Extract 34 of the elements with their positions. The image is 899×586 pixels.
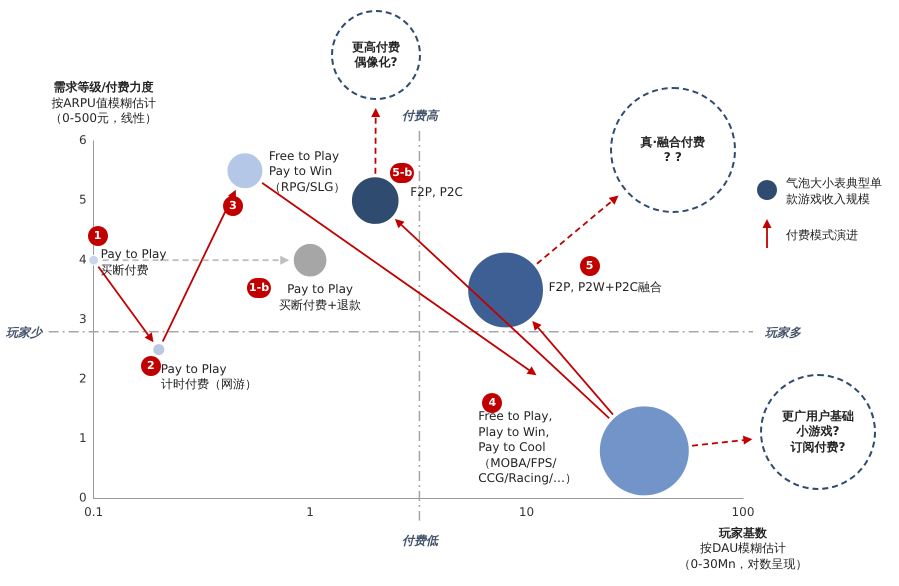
annotation: Pay to Play 买断付费+退款 bbox=[279, 282, 362, 314]
x-axis-title: 玩家基数按DAU模糊估计（0-30Mn，对数呈现） bbox=[678, 526, 808, 572]
y-tick-label: 6 bbox=[78, 133, 87, 148]
y-tick-label: 4 bbox=[78, 252, 87, 266]
text: 气泡大小表典型单款游戏收入规模 bbox=[786, 176, 882, 208]
text: 玩家少 bbox=[6, 324, 42, 342]
text: 付费高 bbox=[402, 108, 438, 124]
text: 付费低 bbox=[402, 532, 438, 550]
y-tick-label: 0 bbox=[78, 490, 87, 505]
text: 付费模式演进 bbox=[786, 228, 858, 244]
annotation: F2P, P2C bbox=[410, 184, 463, 200]
text: 更高付费偶像化? bbox=[352, 40, 400, 71]
y-tick-label: 5 bbox=[78, 192, 87, 207]
annotation: 5 bbox=[580, 256, 600, 276]
annotation: 2 bbox=[140, 356, 161, 376]
annotation: F2P, P2W+P2C融合 bbox=[548, 280, 662, 296]
y-tick-label: 2 bbox=[78, 372, 87, 386]
annotation: 3 bbox=[222, 196, 243, 216]
annotation: 5-b bbox=[390, 162, 414, 183]
y-tick-label: 1 bbox=[78, 431, 87, 446]
annotation: Free to Play Pay to Win （RPG/SLG） bbox=[268, 148, 346, 196]
annotation: Pay to Play 计时付费（网游） bbox=[160, 362, 257, 393]
annotation: 真·融合付费? ? bbox=[640, 134, 706, 166]
annotation: 1-b bbox=[247, 278, 272, 298]
text: 更广用户基础小游戏?订阅付费? bbox=[782, 408, 854, 456]
x-tick-label: 1 bbox=[306, 504, 314, 519]
x-tick-label: 100 bbox=[732, 504, 754, 519]
y-tick-label: 3 bbox=[78, 312, 87, 326]
text: 玩家多 bbox=[765, 324, 801, 342]
y-axis-title: 需求等级/付费力度按ARPU值模糊估计（0-500元，线性） bbox=[50, 80, 157, 127]
x-tick-label: 10 bbox=[518, 504, 534, 519]
annotation: 4 bbox=[482, 392, 502, 413]
x-tick-label: 0.1 bbox=[84, 504, 104, 519]
annotation: Pay to Play 买断付费 bbox=[100, 247, 166, 278]
